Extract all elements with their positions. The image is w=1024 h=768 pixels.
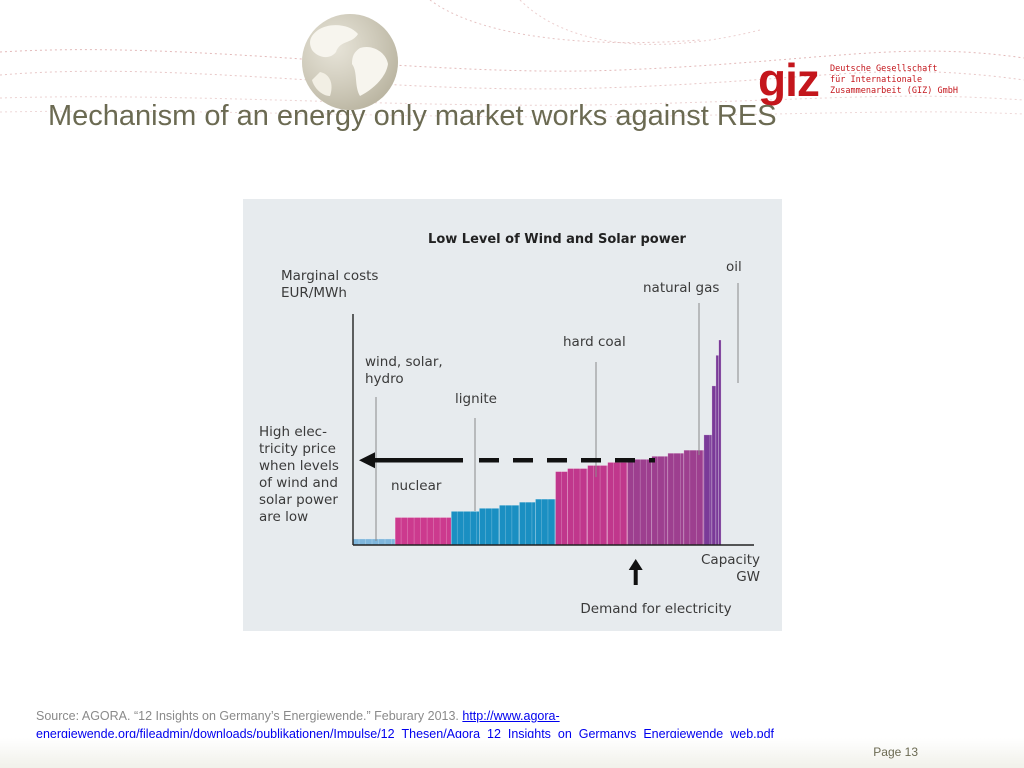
page-number: Page 13 [873,745,918,759]
demand-label: Demand for electricity [580,601,731,617]
bar-lignite [535,498,556,546]
bar-hard-coal [607,462,628,546]
background-decoration [0,0,1024,118]
bar-oil [718,339,722,546]
source-link-line2: energiewende.org/fileadmin/downloads/pub… [36,727,774,741]
price-annotation-line: tricity price [259,441,336,457]
merit-order-chart: Low Level of Wind and Solar power Margina… [243,199,782,631]
logo-line: Zusammenarbeit (GIZ) GmbH [830,86,958,96]
bar-lignite [519,501,536,546]
bar-hard-coal [567,468,588,546]
source-prefix: Source: AGORA. “12 Insights on Germany’s… [36,709,463,723]
source-link-line1: http://www.agora- [462,709,560,723]
footer-band [0,738,1024,768]
x-axis-label: Capacity [701,552,760,568]
group-label: hydro [365,371,404,387]
group-label: wind, solar, [365,354,443,370]
logo-line: für Internationale [830,75,923,85]
price-annotation-line: are low [259,509,308,525]
y-axis-label: EUR/MWh [281,285,347,301]
bar-hard-coal [587,465,608,546]
price-annotation-line: when levels [259,458,339,474]
source-link[interactable]: http://www.agora-energiewende.org/filead… [36,709,774,741]
bar-oil [703,434,713,546]
y-axis-label: Marginal costs [281,268,378,284]
demand-arrow-head [628,559,643,570]
giz-logo-text: Deutsche Gesellschaft für Internationale… [830,64,958,97]
bar-lignite [479,507,500,546]
price-arrow-head [359,452,375,469]
bar-lignite [450,511,480,546]
price-annotation-line: High elec- [259,424,327,440]
chart-title: Low Level of Wind and Solar power [428,232,687,247]
bar-oil [715,354,720,546]
giz-logo: giz Deutsche Gesellschaft für Internatio… [758,54,958,110]
bar-natural-gas [651,455,669,546]
bar-lignite [499,504,520,546]
bar-natural-gas [627,459,653,546]
group-label: oil [726,259,742,275]
globe-icon [302,14,398,110]
bar-natural-gas [667,452,685,546]
chart-svg: Low Level of Wind and Solar power Margina… [259,232,760,617]
bar-nuclear [394,517,452,546]
slide-title: Mechanism of an energy only market works… [48,100,777,132]
source-citation: Source: AGORA. “12 Insights on Germany’s… [36,707,936,743]
group-label: hard coal [563,334,626,350]
price-annotation-line: solar power [259,492,338,508]
group-label: natural gas [643,280,719,296]
group-label: nuclear [391,478,442,494]
giz-logo-mark: giz [758,54,820,106]
bar-natural-gas [683,449,705,546]
bar-wind-solar-hydro [352,538,396,546]
logo-line: Deutsche Gesellschaft [830,64,938,74]
price-annotation-line: of wind and [259,475,338,491]
group-label: lignite [455,391,497,407]
bar-oil [711,385,717,546]
x-axis-label: GW [736,569,760,585]
